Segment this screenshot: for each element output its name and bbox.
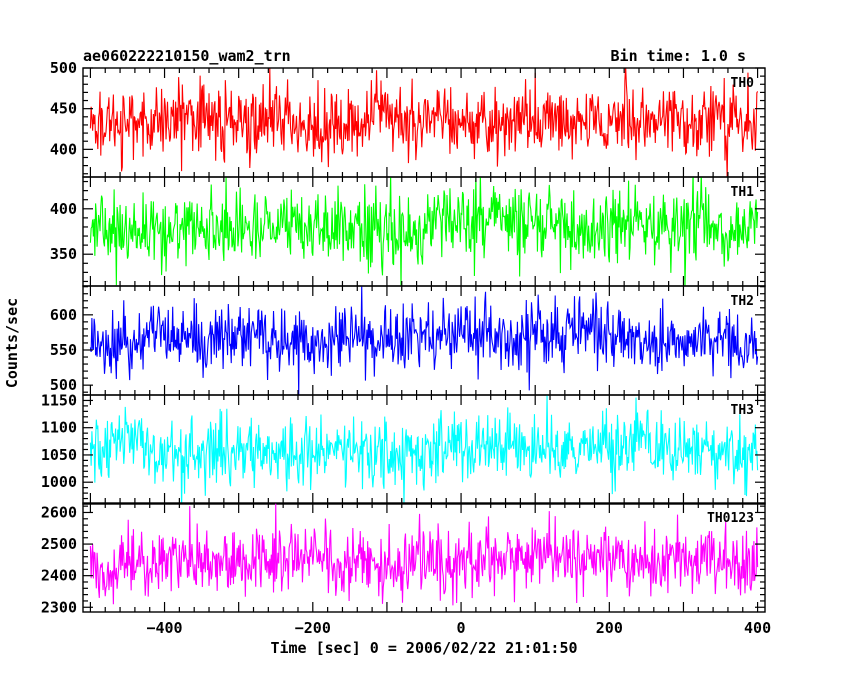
y-tick-label: 1100 [41, 419, 77, 437]
y-tick-label: 400 [50, 140, 77, 158]
y-tick-label: 600 [50, 306, 77, 324]
y-tick-label: 2600 [41, 503, 77, 521]
y-tick-label: 500 [50, 376, 77, 394]
x-tick-label: −200 [295, 619, 331, 637]
y-tick-label: 550 [50, 341, 77, 359]
series-line-th3 [89, 395, 759, 504]
x-tick-label: 0 [457, 619, 466, 637]
panel-th3: 1000 1050 1100 1150 TH3 [41, 391, 766, 505]
series-line-th2 [89, 286, 759, 395]
y-tick-label: 350 [50, 245, 77, 263]
chart-title: ae060222210150_wam2_trn [83, 47, 291, 65]
bin-time-label: Bin time: 1.0 s [611, 47, 746, 65]
y-tick-label: 1050 [41, 446, 77, 464]
x-axis-title: Time [sec] 0 = 2006/02/22 21:01:50 [270, 639, 577, 657]
series-line-th0 [89, 68, 759, 177]
panel-th0123: 2300 2400 2500 2600 TH0123 [41, 502, 766, 616]
series-line-th0123 [89, 503, 759, 606]
series-label-th0: TH0 [731, 76, 755, 91]
y-tick-label: 400 [50, 200, 77, 218]
panel-frame-th0123 [82, 502, 766, 613]
series-label-th2: TH2 [731, 294, 754, 309]
panel-th0: 400 450 500 TH0 [50, 59, 766, 178]
x-tick-label: 200 [596, 619, 623, 637]
y-tick-label: 500 [50, 59, 77, 77]
x-tick-label: 400 [744, 619, 771, 637]
y-axis-title: Counts/sec [3, 298, 21, 388]
y-tick-label: 2500 [41, 535, 77, 553]
panels: 400 450 500 TH0 350 400 TH1 500 550 600 TH2 1000 105… [41, 59, 766, 616]
series-label-th0123: TH0123 [707, 511, 754, 526]
panel-th1: 350 400 TH1 [50, 176, 766, 287]
panel-th2: 500 550 600 TH2 [50, 285, 766, 396]
series-label-th3: TH3 [731, 403, 754, 418]
y-tick-label: 1000 [41, 473, 77, 491]
series-line-th1 [89, 177, 759, 286]
series-label-th1: TH1 [731, 185, 755, 200]
x-axis: −400 −200 0 200 400 [89, 68, 771, 637]
y-tick-label: 2400 [41, 567, 77, 585]
y-tick-label: 1150 [41, 391, 77, 409]
y-tick-label: 2300 [41, 598, 77, 616]
x-tick-label: −400 [146, 619, 182, 637]
y-tick-label: 450 [50, 100, 77, 118]
